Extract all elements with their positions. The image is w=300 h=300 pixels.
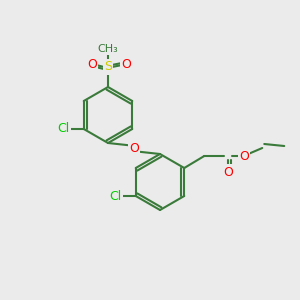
Text: O: O	[239, 149, 249, 163]
Text: CH₃: CH₃	[98, 44, 118, 54]
Text: O: O	[223, 166, 233, 178]
Text: Cl: Cl	[58, 122, 70, 136]
Text: Cl: Cl	[110, 190, 122, 202]
Text: O: O	[121, 58, 131, 71]
Text: O: O	[87, 58, 97, 71]
Text: S: S	[104, 61, 112, 74]
Text: O: O	[129, 142, 139, 155]
